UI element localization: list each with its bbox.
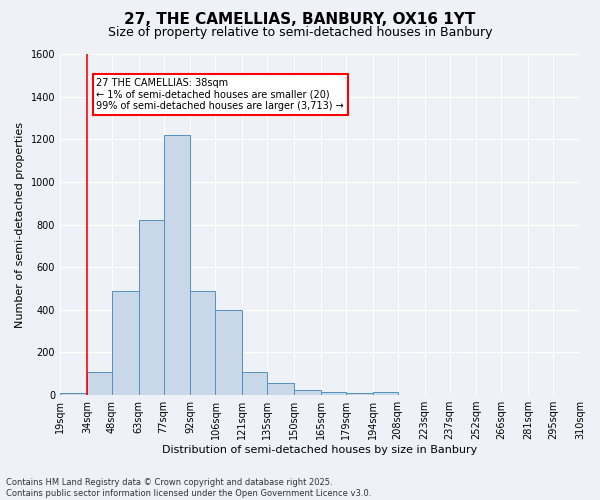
Bar [164, 135, 190, 395]
Bar [373, 392, 398, 395]
Text: Contains HM Land Registry data © Crown copyright and database right 2025.
Contai: Contains HM Land Registry data © Crown c… [6, 478, 371, 498]
Bar [346, 393, 373, 395]
Text: Size of property relative to semi-detached houses in Banbury: Size of property relative to semi-detach… [108, 26, 492, 39]
Bar [215, 310, 242, 395]
Bar [242, 372, 268, 395]
Bar [294, 390, 321, 395]
Bar [268, 384, 294, 395]
Bar [190, 290, 215, 395]
Bar [321, 392, 346, 395]
Text: 27, THE CAMELLIAS, BANBURY, OX16 1YT: 27, THE CAMELLIAS, BANBURY, OX16 1YT [124, 12, 476, 28]
Bar [60, 393, 87, 395]
Bar [139, 220, 164, 395]
X-axis label: Distribution of semi-detached houses by size in Banbury: Distribution of semi-detached houses by … [163, 445, 478, 455]
Bar [112, 290, 139, 395]
Y-axis label: Number of semi-detached properties: Number of semi-detached properties [15, 122, 25, 328]
Text: 27 THE CAMELLIAS: 38sqm
← 1% of semi-detached houses are smaller (20)
99% of sem: 27 THE CAMELLIAS: 38sqm ← 1% of semi-det… [97, 78, 344, 111]
Bar [87, 372, 112, 395]
